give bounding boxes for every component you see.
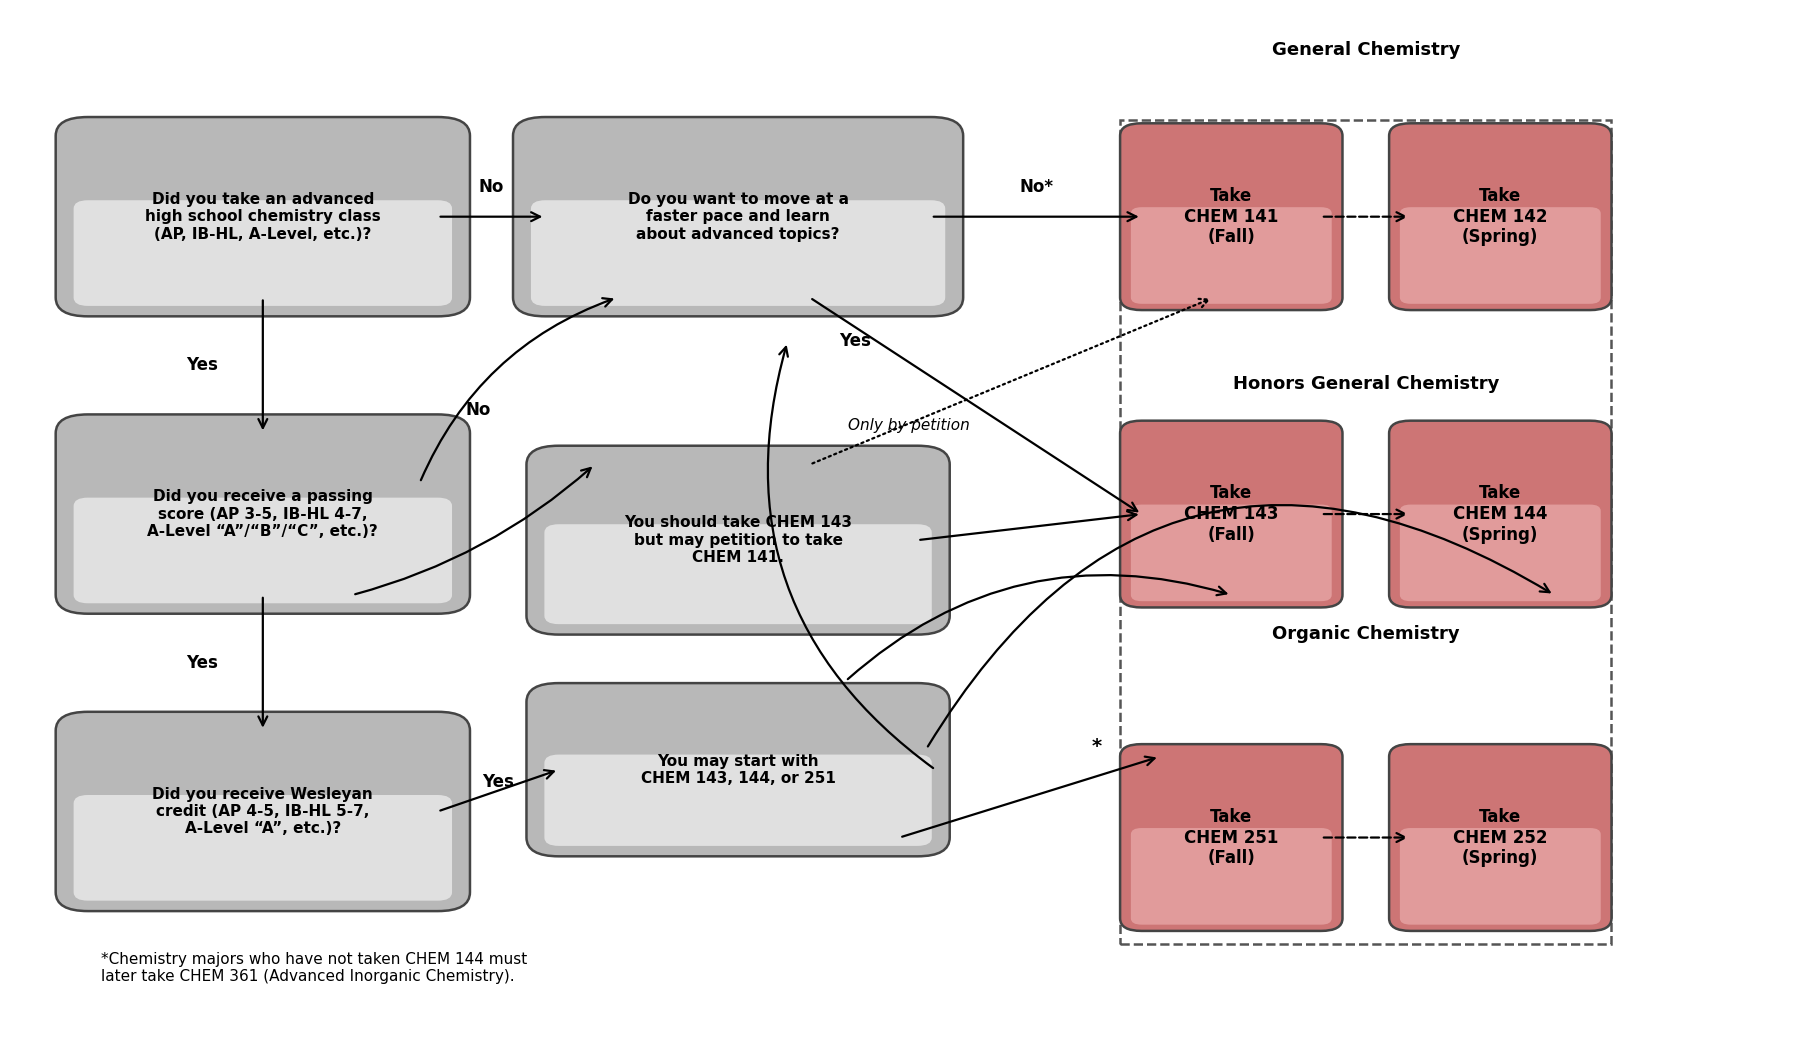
Text: You may start with
CHEM 143, 144, or 251: You may start with CHEM 143, 144, or 251 (640, 753, 834, 786)
Text: No: No (466, 401, 491, 419)
Text: Yes: Yes (185, 654, 218, 671)
FancyBboxPatch shape (56, 712, 469, 912)
Text: Did you receive a passing
score (AP 3-5, IB-HL 4-7,
A-Level “A”/“B”/“C”, etc.)?: Did you receive a passing score (AP 3-5,… (147, 489, 378, 539)
FancyBboxPatch shape (1131, 828, 1331, 924)
FancyBboxPatch shape (1399, 505, 1600, 601)
FancyBboxPatch shape (1120, 744, 1341, 930)
FancyBboxPatch shape (1120, 421, 1341, 607)
Text: Organic Chemistry: Organic Chemistry (1271, 625, 1458, 643)
FancyBboxPatch shape (1388, 124, 1611, 311)
FancyBboxPatch shape (545, 754, 931, 845)
FancyBboxPatch shape (74, 200, 451, 306)
FancyBboxPatch shape (545, 524, 931, 624)
FancyBboxPatch shape (56, 414, 469, 614)
Text: Yes: Yes (838, 333, 870, 350)
Text: *Chemistry majors who have not taken CHEM 144 must
later take CHEM 361 (Advanced: *Chemistry majors who have not taken CHE… (101, 951, 527, 984)
FancyBboxPatch shape (1131, 505, 1331, 601)
Text: Take
CHEM 143
(Fall): Take CHEM 143 (Fall) (1183, 485, 1278, 543)
FancyBboxPatch shape (527, 446, 949, 635)
Text: Did you receive Wesleyan
credit (AP 4-5, IB-HL 5-7,
A-Level “A”, etc.)?: Did you receive Wesleyan credit (AP 4-5,… (153, 787, 372, 836)
Text: Honors General Chemistry: Honors General Chemistry (1232, 374, 1498, 392)
FancyBboxPatch shape (1399, 828, 1600, 924)
FancyBboxPatch shape (1399, 208, 1600, 304)
FancyBboxPatch shape (74, 795, 451, 901)
Text: Yes: Yes (185, 357, 218, 374)
Text: Take
CHEM 252
(Spring): Take CHEM 252 (Spring) (1453, 808, 1546, 868)
Text: Take
CHEM 251
(Fall): Take CHEM 251 (Fall) (1183, 808, 1278, 868)
Text: Take
CHEM 144
(Spring): Take CHEM 144 (Spring) (1453, 485, 1546, 543)
FancyBboxPatch shape (527, 683, 949, 856)
Text: You should take CHEM 143
but may petition to take
CHEM 141.: You should take CHEM 143 but may petitio… (624, 515, 852, 565)
Bar (1120, 121, 1611, 944)
Text: No: No (478, 178, 503, 196)
FancyBboxPatch shape (74, 497, 451, 603)
Text: No*: No* (1019, 178, 1052, 196)
Text: Only by petition: Only by petition (847, 418, 969, 433)
Text: Yes: Yes (482, 773, 514, 791)
Text: Take
CHEM 141
(Fall): Take CHEM 141 (Fall) (1183, 187, 1278, 247)
FancyBboxPatch shape (1120, 124, 1341, 311)
FancyBboxPatch shape (512, 117, 962, 317)
FancyBboxPatch shape (530, 200, 944, 306)
Text: Did you take an advanced
high school chemistry class
(AP, IB-HL, A-Level, etc.)?: Did you take an advanced high school che… (146, 192, 381, 241)
Text: Take
CHEM 142
(Spring): Take CHEM 142 (Spring) (1453, 187, 1546, 247)
Text: *: * (1091, 736, 1100, 755)
Text: Do you want to move at a
faster pace and learn
about advanced topics?: Do you want to move at a faster pace and… (628, 192, 849, 241)
FancyBboxPatch shape (1388, 421, 1611, 607)
FancyBboxPatch shape (1388, 744, 1611, 930)
FancyBboxPatch shape (56, 117, 469, 317)
Text: General Chemistry: General Chemistry (1271, 41, 1460, 59)
FancyBboxPatch shape (1131, 208, 1331, 304)
